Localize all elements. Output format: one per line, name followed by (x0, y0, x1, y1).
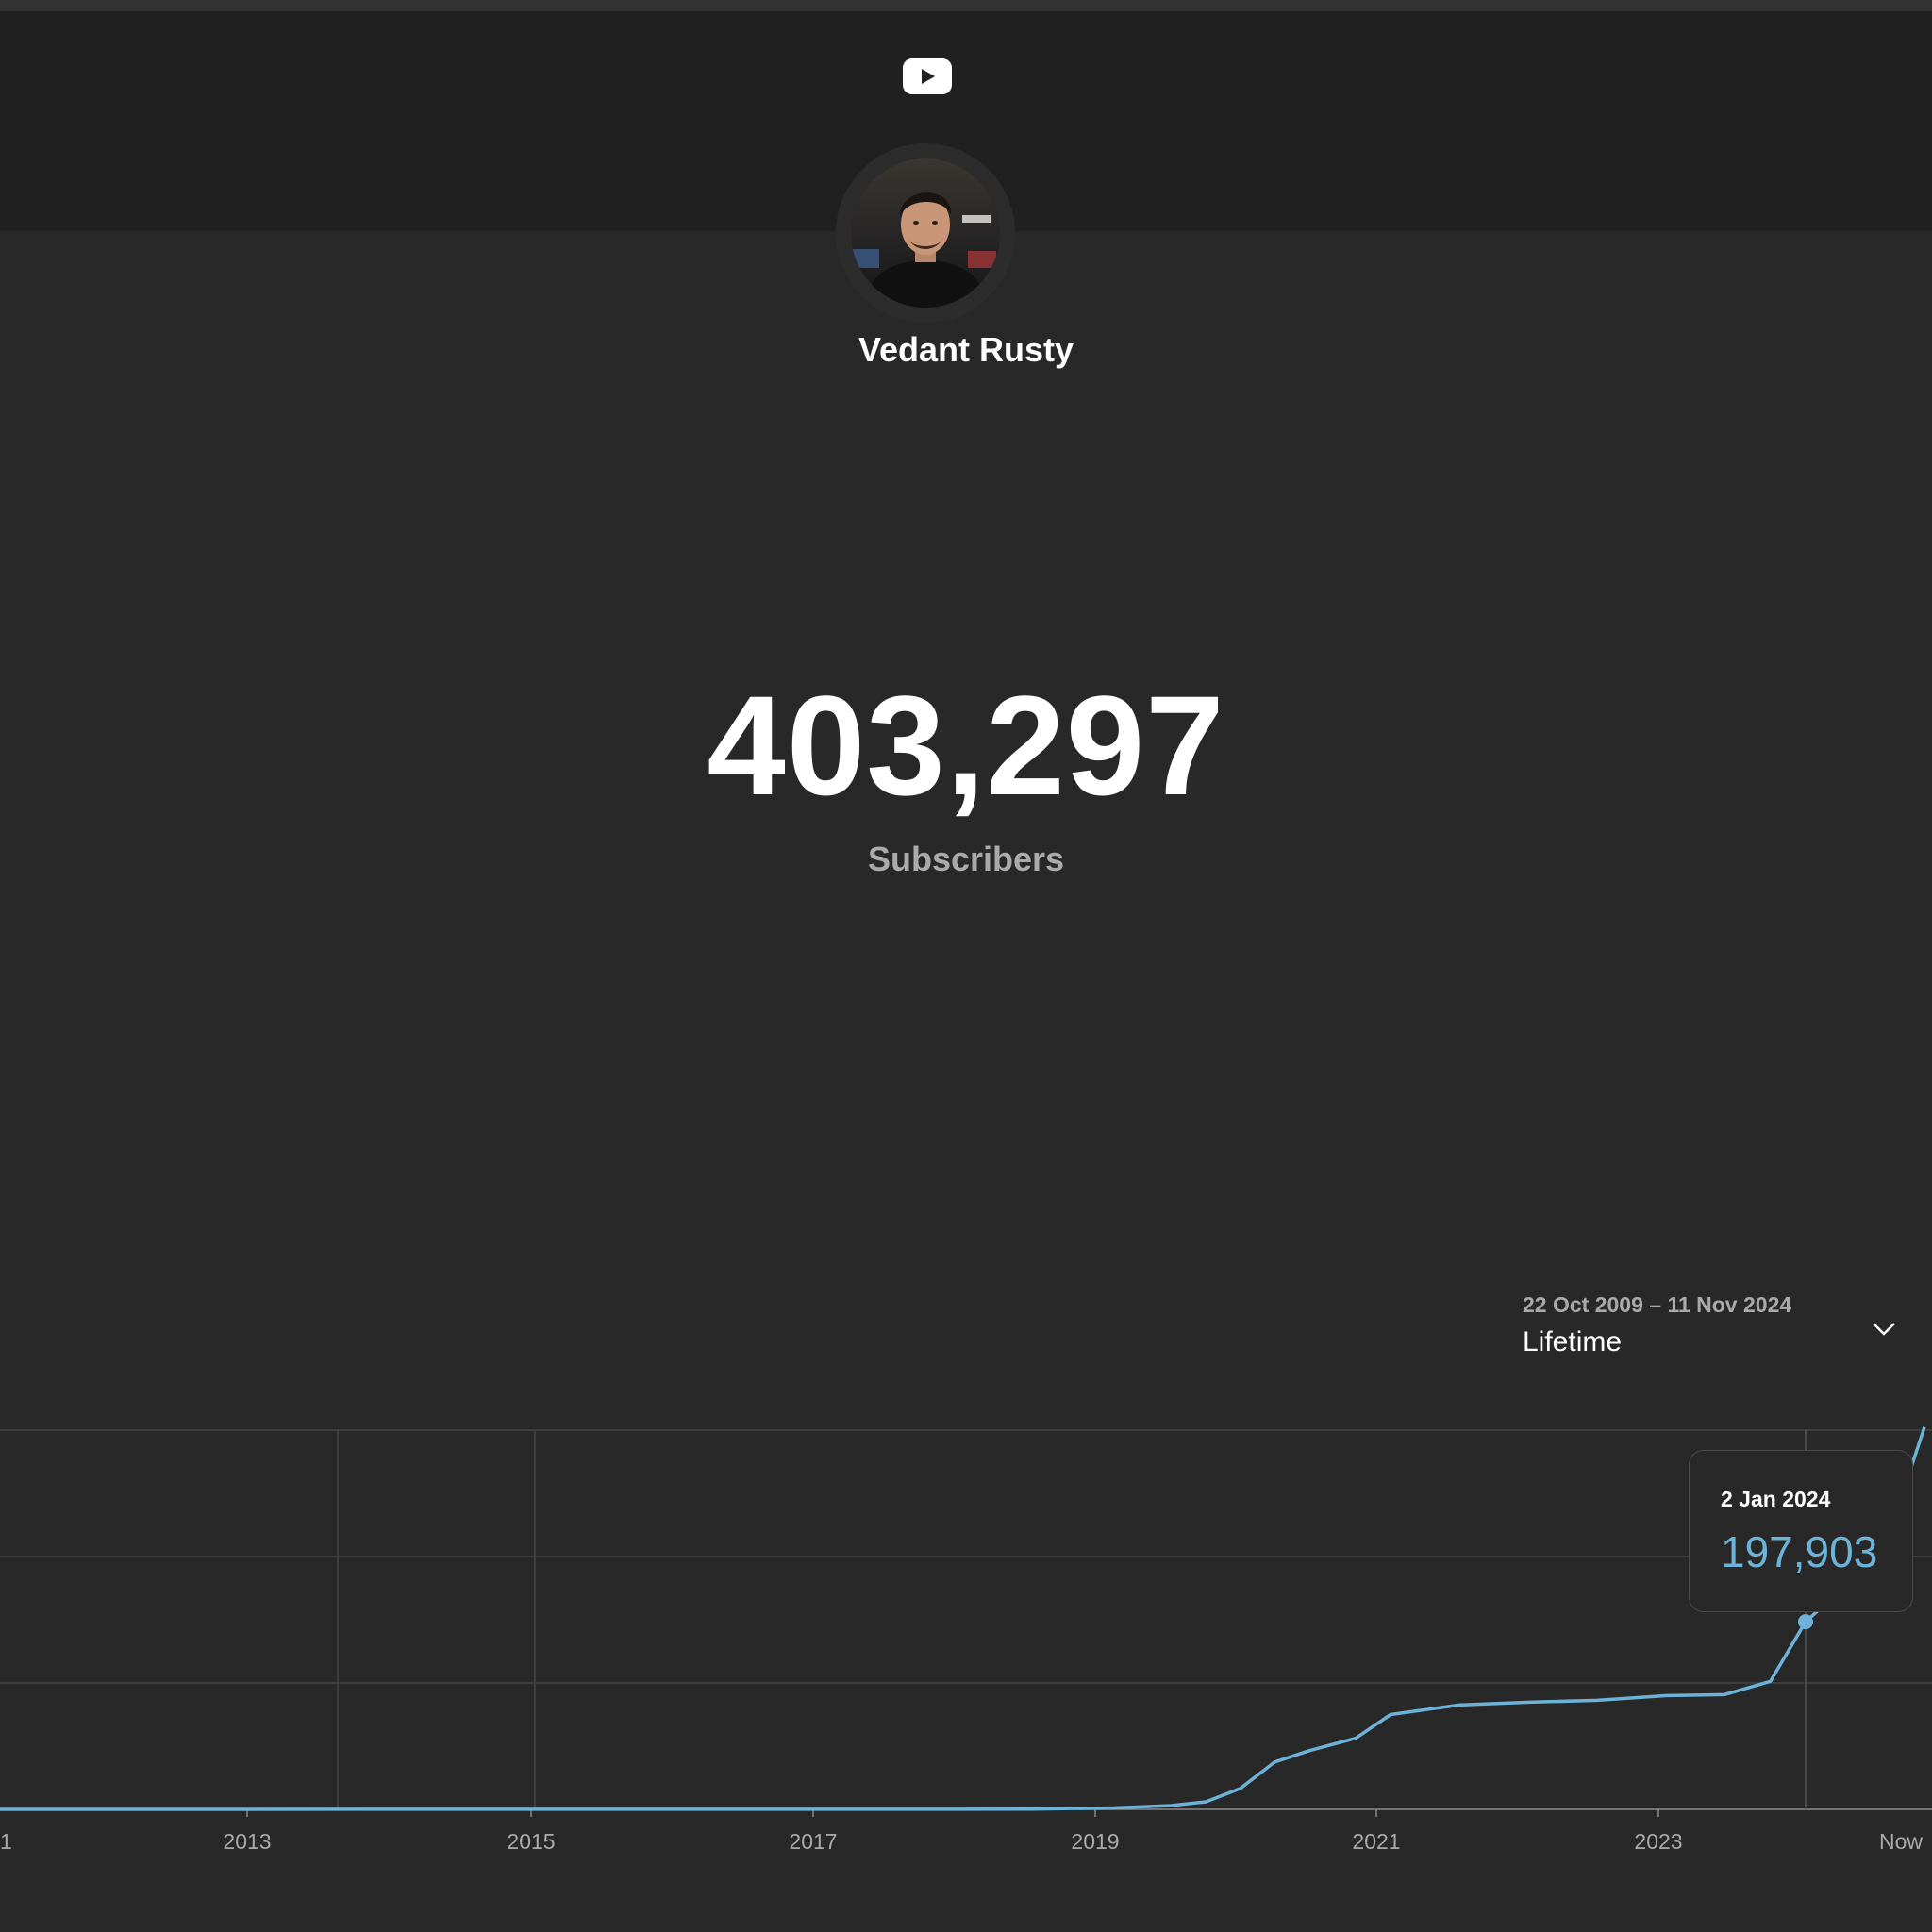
chevron-down-icon[interactable] (1870, 1317, 1898, 1340)
tooltip-value: 197,903 (1721, 1527, 1878, 1576)
top-strip (0, 0, 1932, 11)
chart-tooltip: 2 Jan 2024 197,903 (1689, 1450, 1913, 1612)
x-tick-label: 2017 (789, 1829, 837, 1854)
x-tick-label: 2013 (223, 1829, 271, 1854)
date-range-dates[interactable]: 22 Oct 2009 – 11 Nov 2024 (1523, 1292, 1792, 1317)
x-tick-label: 2015 (507, 1829, 555, 1854)
x-tick-label: 2019 (1071, 1829, 1119, 1854)
avatar[interactable] (851, 158, 1000, 308)
date-range-label[interactable]: Lifetime (1523, 1326, 1623, 1357)
x-tick-label: 2021 (1352, 1829, 1400, 1854)
subscriber-chart: 1 2013 2015 2017 2019 2021 2023 Now (0, 1426, 1932, 1854)
x-tick-label: 2023 (1634, 1829, 1682, 1854)
x-tick-label: 1 (0, 1829, 12, 1854)
channel-name[interactable]: Vedant Rusty (858, 330, 1074, 369)
x-tick-label: Now (1879, 1829, 1923, 1854)
subscriber-label: Subscribers (867, 840, 1065, 878)
youtube-play-icon[interactable] (903, 58, 952, 94)
series-line (0, 1426, 1926, 1811)
tooltip-date: 2 Jan 2024 (1721, 1487, 1831, 1511)
subscriber-count: 403,297 (707, 666, 1225, 824)
highlight-point (1797, 1614, 1813, 1630)
